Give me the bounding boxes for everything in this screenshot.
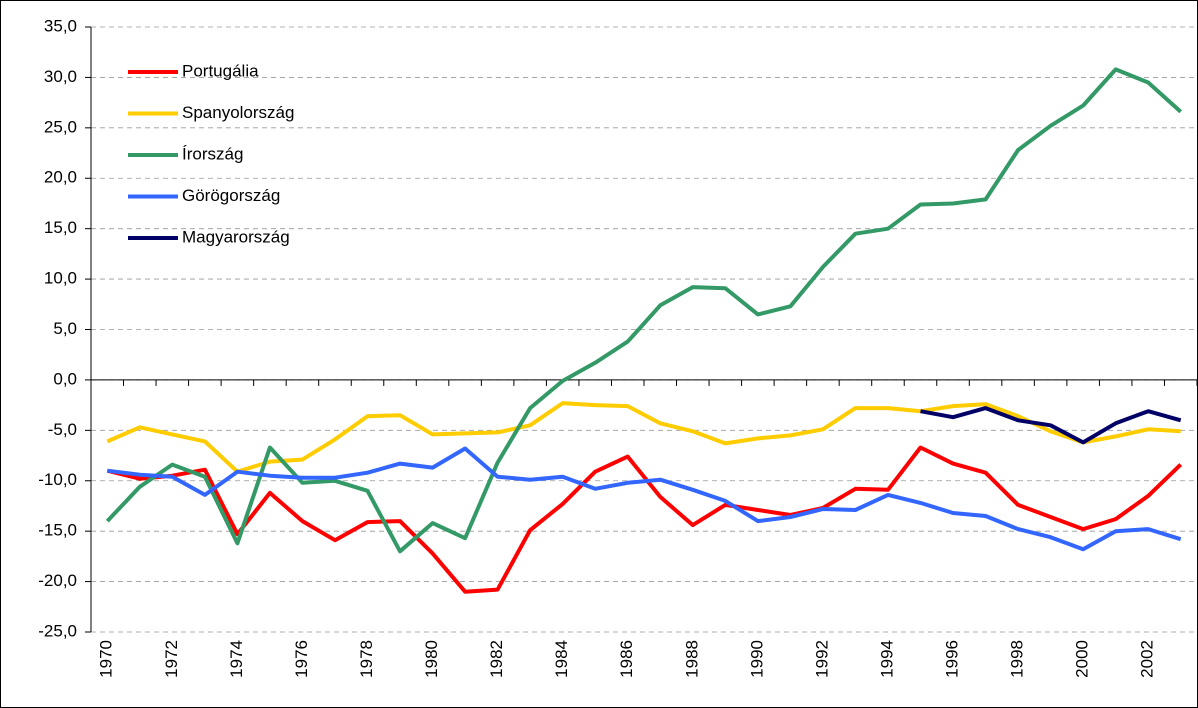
x-tick-label: 1998 xyxy=(1008,640,1027,678)
legend-label: Írország xyxy=(182,144,243,163)
y-tick-label: 25,0 xyxy=(44,117,77,136)
x-tick-label: 1990 xyxy=(747,640,766,678)
legend-label: Spanyolország xyxy=(182,103,294,122)
x-tick-label: 2002 xyxy=(1138,640,1157,678)
x-tick-label: 1996 xyxy=(943,640,962,678)
y-tick-label: 10,0 xyxy=(44,269,77,288)
legend-label: Magyarország xyxy=(182,227,290,246)
y-tick-label: 5,0 xyxy=(53,319,77,338)
legend-label: Görögország xyxy=(182,186,280,205)
y-tick-label: 35,0 xyxy=(44,16,77,35)
y-tick-label: 15,0 xyxy=(44,218,77,237)
series-line xyxy=(106,401,1181,474)
x-tick-label: 1992 xyxy=(812,640,831,678)
x-tick-label: 1976 xyxy=(292,640,311,678)
x-tick-label: 1994 xyxy=(877,640,896,678)
y-tick-label: -20,0 xyxy=(38,571,77,590)
x-tick-label: 1984 xyxy=(552,640,571,678)
x-tick-label: 1980 xyxy=(422,640,441,678)
series-line xyxy=(107,446,1182,552)
series-line xyxy=(106,445,1183,594)
y-tick-label: 20,0 xyxy=(44,168,77,187)
x-tick-label: 1982 xyxy=(487,640,506,678)
y-tick-label: -15,0 xyxy=(38,521,77,540)
y-tick-label: 30,0 xyxy=(44,67,77,86)
y-tick-label: -10,0 xyxy=(38,470,77,489)
series-line xyxy=(920,406,1182,445)
x-tick-label: 1978 xyxy=(357,640,376,678)
x-tick-label: 1974 xyxy=(227,640,246,678)
x-tick-label: 1972 xyxy=(162,640,181,678)
legend-label: Portugália xyxy=(182,61,259,80)
y-tick-label: -25,0 xyxy=(38,621,77,640)
y-tick-label: 0,0 xyxy=(53,369,77,388)
x-tick-label: 1988 xyxy=(682,640,701,678)
x-tick-label: 1986 xyxy=(617,640,636,678)
x-tick-label: 1970 xyxy=(97,640,116,678)
series-line xyxy=(105,67,1183,554)
x-tick-label: 2000 xyxy=(1073,640,1092,678)
y-tick-label: -5,0 xyxy=(48,420,77,439)
